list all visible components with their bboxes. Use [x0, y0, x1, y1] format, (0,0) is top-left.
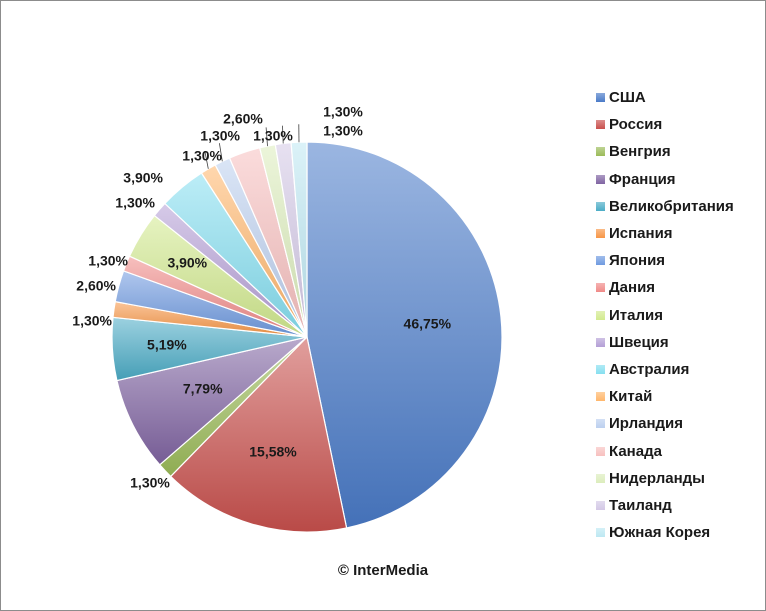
legend-label: Австралия — [609, 360, 690, 378]
legend-item: Япония — [596, 247, 734, 274]
legend-swatch — [596, 283, 605, 293]
legend-item: Канада — [596, 437, 734, 464]
legend-item: Нидерланды — [596, 465, 734, 492]
legend-swatch — [596, 528, 605, 538]
pie-slice-2 — [169, 335, 348, 533]
leader-line-12 — [204, 150, 209, 169]
data-label-1: 46,75% — [404, 315, 452, 331]
legend-swatch — [596, 392, 605, 402]
leader-line-15 — [265, 127, 268, 147]
data-label-10: 1,30% — [115, 195, 155, 211]
legend-item: Швеция — [596, 329, 734, 356]
legend-item: Испания — [596, 220, 734, 247]
legend: США Россия Венгрия Франция Великобритания Исп… — [596, 84, 734, 546]
legend-item: Южная Корея — [596, 519, 734, 546]
legend-swatch — [596, 310, 605, 320]
legend-label: Япония — [609, 252, 666, 270]
legend-label: Таиланд — [609, 496, 672, 514]
legend-label: Китай — [609, 388, 653, 406]
legend-label: Венгрия — [609, 143, 671, 161]
legend-swatch — [596, 120, 605, 130]
legend-item: Франция — [596, 166, 734, 193]
legend-label: Великобритания — [609, 197, 734, 215]
legend-swatch — [596, 419, 605, 429]
legend-item: Китай — [596, 383, 734, 410]
legend-item: США — [596, 84, 734, 111]
legend-item: Венгрия — [596, 138, 734, 165]
data-label-2: 15,58% — [249, 444, 297, 460]
legend-swatch — [596, 446, 605, 456]
legend-swatch — [596, 500, 605, 510]
legend-label: Канада — [609, 442, 662, 460]
legend-label: Южная Корея — [609, 524, 711, 542]
legend-label: Россия — [609, 116, 663, 134]
data-label-6: 1,30% — [72, 313, 112, 329]
legend-label: Нидерланды — [609, 469, 705, 487]
legend-item: Австралия — [596, 356, 734, 383]
legend-item: Ирландия — [596, 410, 734, 437]
data-label-17: 1,30% — [323, 123, 363, 139]
legend-swatch — [596, 93, 605, 103]
leader-line-16 — [282, 125, 284, 144]
legend-swatch — [596, 256, 605, 266]
legend-item: Россия — [596, 111, 734, 138]
legend-swatch — [596, 174, 605, 184]
legend-label: Испания — [609, 225, 673, 243]
legend-swatch — [596, 337, 605, 347]
pie-slice-4 — [116, 336, 308, 466]
data-label-16: 1,30% — [323, 104, 363, 120]
legend-label: Франция — [609, 170, 676, 188]
legend-swatch — [596, 229, 605, 239]
data-label-7: 2,60% — [76, 278, 116, 294]
data-label-12: 1,30% — [182, 148, 222, 164]
legend-item: Италия — [596, 302, 734, 329]
data-label-9: 3,90% — [167, 254, 207, 270]
data-label-15: 1,30% — [253, 128, 293, 144]
legend-label: Швеция — [609, 333, 669, 351]
leader-line-13 — [219, 143, 223, 162]
legend-swatch — [596, 201, 605, 211]
pie-slice-1 — [306, 141, 503, 529]
legend-label: Дания — [609, 279, 656, 297]
data-label-8: 1,30% — [88, 253, 128, 269]
data-label-5: 5,19% — [147, 336, 187, 352]
legend-swatch — [596, 364, 605, 374]
legend-item: Великобритания — [596, 193, 734, 220]
legend-label: США — [609, 89, 646, 107]
legend-item: Таиланд — [596, 492, 734, 519]
data-label-14: 2,60% — [223, 111, 263, 127]
legend-swatch — [596, 473, 605, 483]
data-label-3: 1,30% — [130, 475, 170, 491]
copyright-text: © InterMedia — [337, 562, 429, 579]
legend-item: Дания — [596, 274, 734, 301]
data-label-13: 1,30% — [200, 128, 240, 144]
data-label-4: 7,79% — [183, 381, 223, 397]
legend-label: Италия — [609, 306, 663, 324]
legend-swatch — [596, 147, 605, 157]
legend-label: Ирландия — [609, 415, 683, 433]
data-label-11: 3,90% — [123, 170, 163, 186]
